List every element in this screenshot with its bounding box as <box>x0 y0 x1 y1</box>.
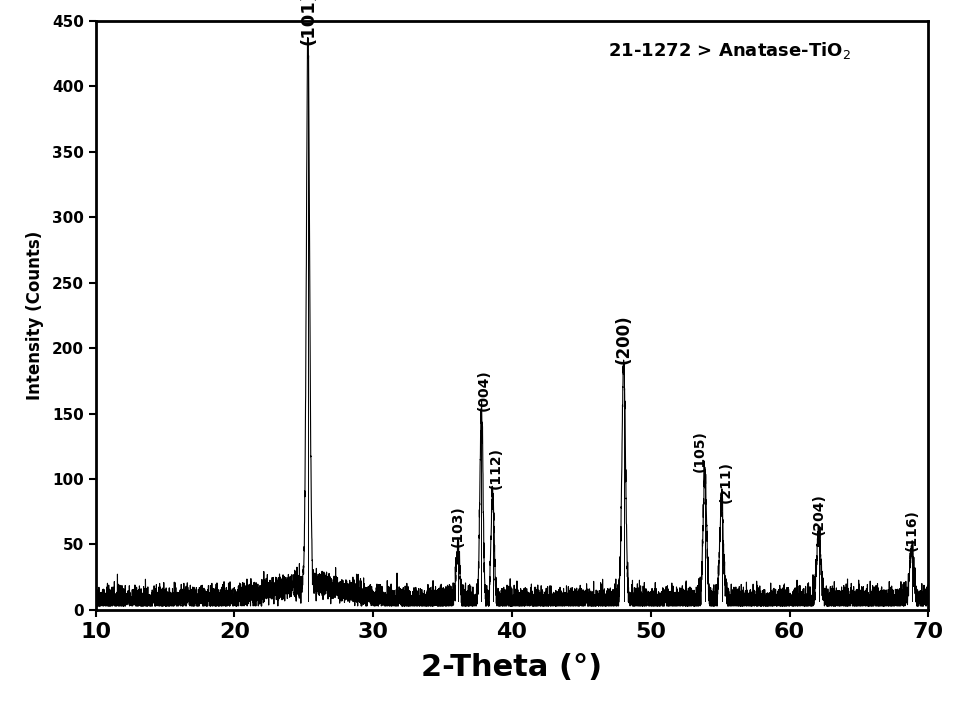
Text: 21-1272 > Anatase-TiO$_2$: 21-1272 > Anatase-TiO$_2$ <box>608 40 851 61</box>
Y-axis label: Intensity (Counts): Intensity (Counts) <box>26 231 44 400</box>
Text: (101): (101) <box>299 0 317 45</box>
Text: (204): (204) <box>812 494 826 536</box>
Text: (112): (112) <box>488 447 502 489</box>
Text: (105): (105) <box>692 430 706 472</box>
Text: (004): (004) <box>478 369 491 411</box>
Text: (116): (116) <box>904 509 919 551</box>
Text: (211): (211) <box>719 461 733 503</box>
Text: (103): (103) <box>451 505 465 547</box>
Text: (200): (200) <box>614 314 633 364</box>
X-axis label: 2-Theta (°): 2-Theta (°) <box>421 653 603 682</box>
